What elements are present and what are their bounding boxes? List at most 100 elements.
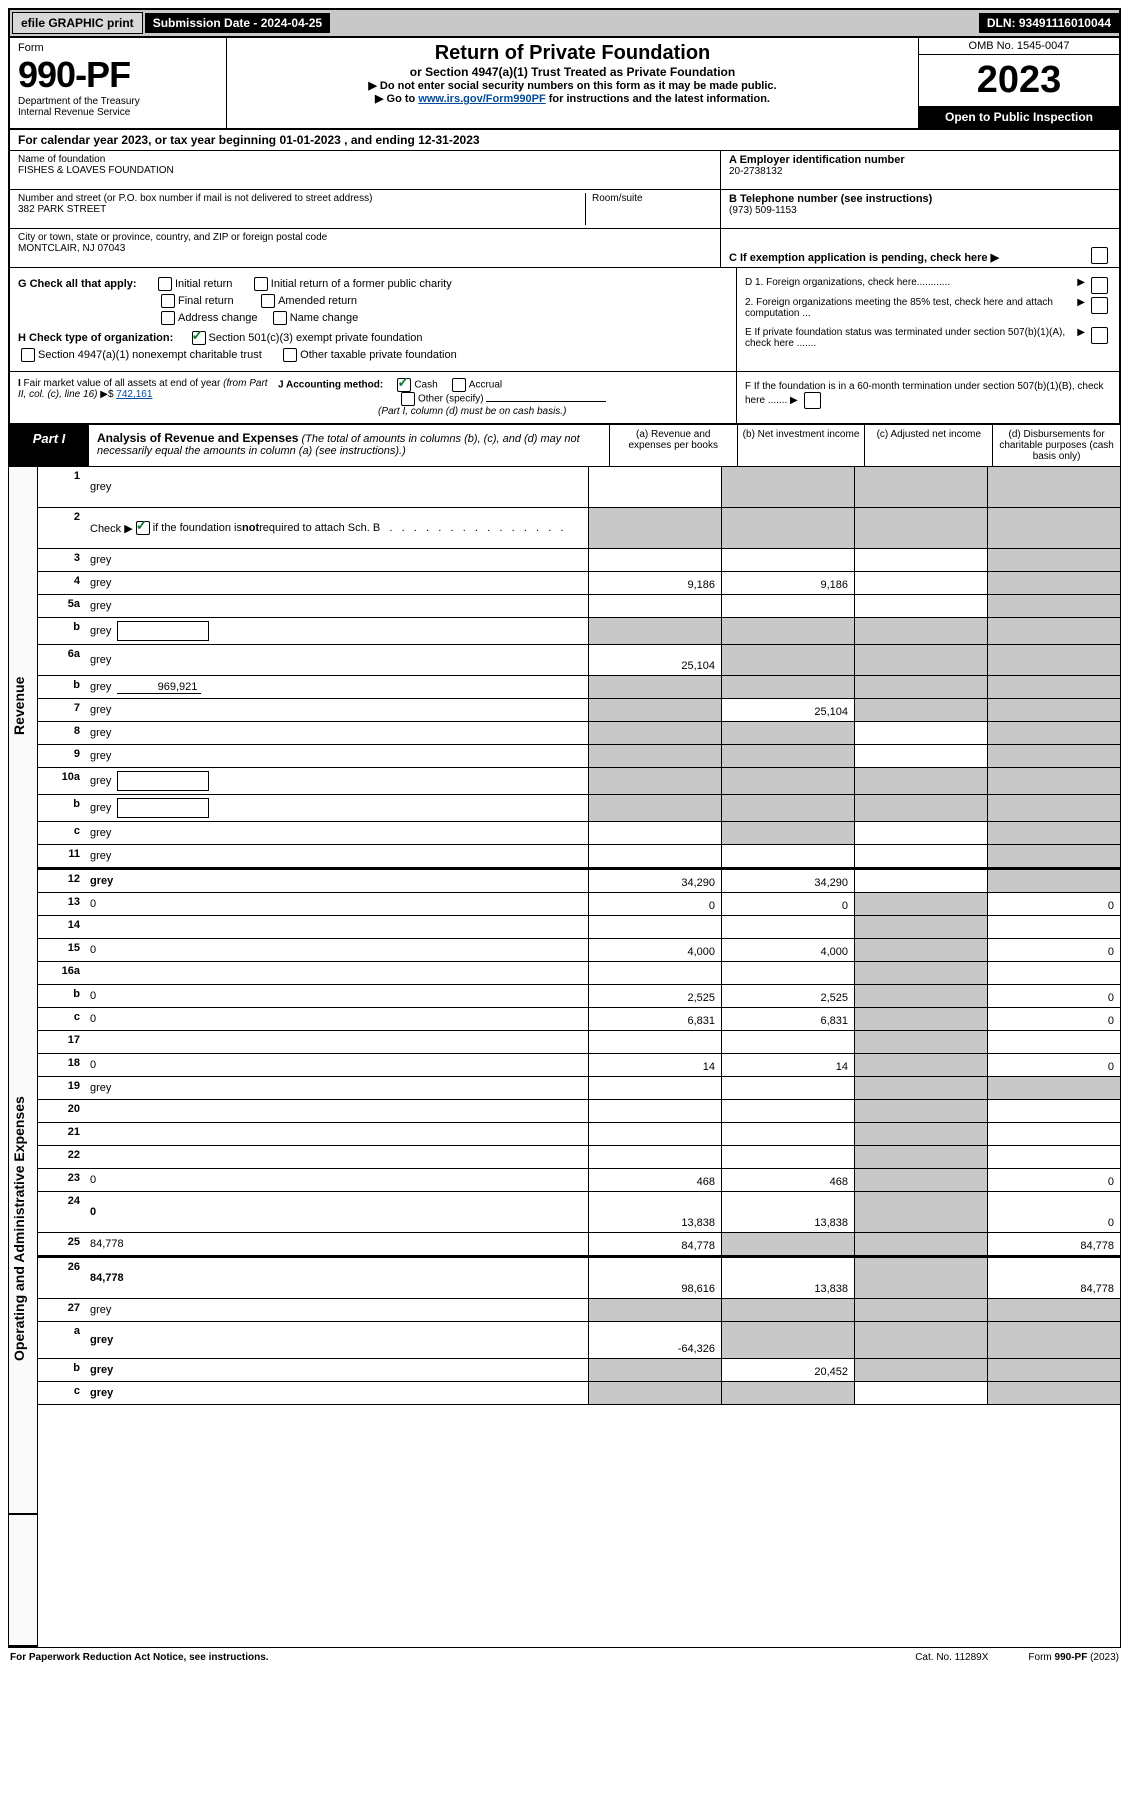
amt-col-b bbox=[721, 768, 854, 794]
col-b-header: (b) Net investment income bbox=[738, 425, 866, 466]
irs-link[interactable]: www.irs.gov/Form990PF bbox=[418, 93, 545, 105]
amt-col-a: 9,186 bbox=[588, 572, 721, 594]
col-a-header: (a) Revenue and expenses per books bbox=[610, 425, 738, 466]
amt-col-b bbox=[721, 845, 854, 867]
part1-tag: Part I bbox=[9, 425, 89, 466]
amt-col-b: 0 bbox=[721, 893, 854, 915]
amt-col-d bbox=[987, 1100, 1120, 1122]
inline-box bbox=[117, 621, 209, 641]
other-method-checkbox[interactable] bbox=[401, 392, 415, 406]
amt-col-b bbox=[721, 618, 854, 644]
col-c-header: (c) Adjusted net income bbox=[865, 425, 993, 466]
507b1a-checkbox[interactable] bbox=[1091, 327, 1108, 344]
line-number: 14 bbox=[38, 916, 86, 938]
line-number: 4 bbox=[38, 572, 86, 594]
street-address: 382 PARK STREET bbox=[18, 204, 585, 215]
line-number: 9 bbox=[38, 745, 86, 767]
amt-col-d bbox=[987, 768, 1120, 794]
amt-col-c bbox=[854, 549, 987, 571]
amt-col-d bbox=[987, 795, 1120, 821]
amt-col-b bbox=[721, 916, 854, 938]
amt-col-b bbox=[721, 745, 854, 767]
line-number: b bbox=[38, 795, 86, 821]
amt-col-d bbox=[987, 1123, 1120, 1145]
line-description: grey bbox=[86, 795, 588, 821]
table-row: 3grey bbox=[38, 549, 1120, 572]
inline-box bbox=[117, 798, 209, 818]
table-row: 27grey bbox=[38, 1299, 1120, 1322]
507b1b-checkbox[interactable] bbox=[804, 392, 821, 409]
amt-col-b bbox=[721, 508, 854, 548]
amt-col-c bbox=[854, 1382, 987, 1404]
amt-col-a: 14 bbox=[588, 1054, 721, 1076]
street-cell: Number and street (or P.O. box number if… bbox=[10, 190, 720, 229]
table-row: cgrey bbox=[38, 822, 1120, 845]
h-check-type: H Check type of organization: Section 50… bbox=[18, 331, 728, 345]
paperwork-notice: For Paperwork Reduction Act Notice, see … bbox=[10, 1652, 269, 1663]
exemption-pending-checkbox[interactable] bbox=[1091, 247, 1108, 264]
amt-col-a: 84,778 bbox=[588, 1233, 721, 1255]
line-description: grey bbox=[86, 467, 588, 507]
initial-return-checkbox[interactable] bbox=[158, 277, 172, 291]
form-number-block: Form 990-PF Department of the Treasury I… bbox=[10, 38, 227, 128]
amt-col-a: 4,000 bbox=[588, 939, 721, 961]
amt-col-a bbox=[588, 795, 721, 821]
amt-col-b: 13,838 bbox=[721, 1192, 854, 1232]
line-number: 10a bbox=[38, 768, 86, 794]
cash-checkbox[interactable] bbox=[397, 378, 411, 392]
amt-col-d bbox=[987, 1382, 1120, 1404]
amt-col-c bbox=[854, 962, 987, 984]
amt-col-d: 0 bbox=[987, 1192, 1120, 1232]
amt-col-c bbox=[854, 1008, 987, 1030]
amt-col-d: 0 bbox=[987, 939, 1120, 961]
line-description: grey bbox=[86, 768, 588, 794]
table-row: 1504,0004,0000 bbox=[38, 939, 1120, 962]
table-row: bgrey20,452 bbox=[38, 1359, 1120, 1382]
amt-col-c bbox=[854, 1054, 987, 1076]
line-number: b bbox=[38, 1359, 86, 1381]
submission-date: Submission Date - 2024-04-25 bbox=[145, 13, 330, 33]
name-change-checkbox[interactable] bbox=[273, 311, 287, 325]
amt-col-b: 14 bbox=[721, 1054, 854, 1076]
line-description: grey bbox=[86, 645, 588, 675]
inline-amount: 969,921 bbox=[117, 681, 201, 694]
efile-print-button[interactable]: efile GRAPHIC print bbox=[12, 12, 143, 34]
line-number: 7 bbox=[38, 699, 86, 721]
amt-col-d: 0 bbox=[987, 1169, 1120, 1191]
line-number: 13 bbox=[38, 893, 86, 915]
85pct-test-checkbox[interactable] bbox=[1091, 297, 1108, 314]
amt-col-c bbox=[854, 985, 987, 1007]
table-row: cgrey bbox=[38, 1382, 1120, 1405]
foreign-org-checkbox[interactable] bbox=[1091, 277, 1108, 294]
final-return-checkbox[interactable] bbox=[161, 294, 175, 308]
amt-col-b bbox=[721, 549, 854, 571]
amended-return-checkbox[interactable] bbox=[261, 294, 275, 308]
city-state-zip: MONTCLAIR, NJ 07043 bbox=[18, 243, 712, 254]
block-ijf: I Fair market value of all assets at end… bbox=[8, 372, 1121, 425]
amt-col-c bbox=[854, 1100, 987, 1122]
amt-col-b bbox=[721, 1123, 854, 1145]
amt-col-b bbox=[721, 1031, 854, 1053]
line-description: grey bbox=[86, 699, 588, 721]
amt-col-a bbox=[588, 845, 721, 867]
line-number: 19 bbox=[38, 1077, 86, 1099]
amt-col-d: 84,778 bbox=[987, 1258, 1120, 1298]
address-block: Name of foundation FISHES & LOAVES FOUND… bbox=[8, 151, 1121, 268]
amt-col-b bbox=[721, 1299, 854, 1321]
accrual-checkbox[interactable] bbox=[452, 378, 466, 392]
table-row: 18014140 bbox=[38, 1054, 1120, 1077]
line-number: c bbox=[38, 1382, 86, 1404]
address-change-checkbox[interactable] bbox=[161, 311, 175, 325]
4947a1-checkbox[interactable] bbox=[21, 348, 35, 362]
initial-public-charity-checkbox[interactable] bbox=[254, 277, 268, 291]
foundation-name-cell: Name of foundation FISHES & LOAVES FOUND… bbox=[10, 151, 720, 190]
amt-col-d bbox=[987, 1146, 1120, 1168]
line-description bbox=[86, 962, 588, 984]
amt-col-b: 25,104 bbox=[721, 699, 854, 721]
501c3-checkbox[interactable] bbox=[192, 331, 206, 345]
line-description: grey bbox=[86, 722, 588, 744]
other-taxable-checkbox[interactable] bbox=[283, 348, 297, 362]
amt-col-c bbox=[854, 676, 987, 698]
schedule-b-checkbox[interactable] bbox=[136, 521, 150, 535]
amt-col-c bbox=[854, 1359, 987, 1381]
